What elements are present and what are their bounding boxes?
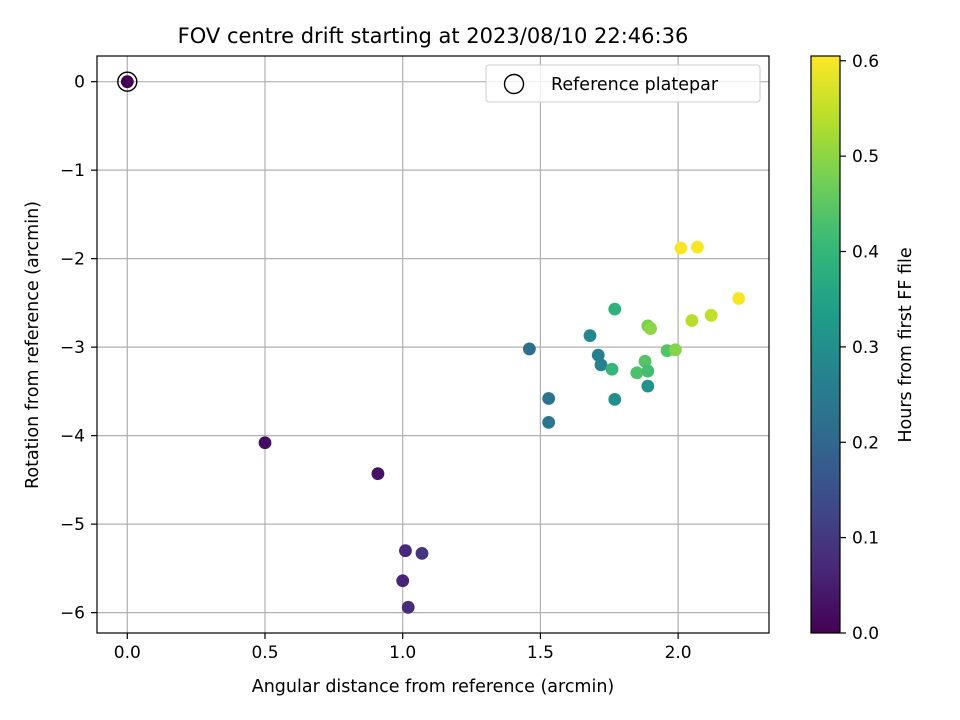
x-tick-label: 0.0 — [114, 643, 141, 663]
data-point — [732, 292, 746, 305]
x-tick-label: 1.5 — [527, 643, 554, 663]
data-point — [704, 308, 718, 322]
data-point — [594, 358, 608, 372]
x-tick-label: 0.5 — [251, 643, 278, 663]
colorbar-gradient — [811, 56, 840, 633]
legend: Reference platepar — [485, 64, 761, 103]
data-point — [396, 574, 410, 588]
data-points — [117, 71, 746, 614]
data-point — [608, 392, 622, 406]
plot-frame — [96, 55, 770, 634]
colorbar-tick-label: 0.4 — [852, 243, 879, 263]
data-point — [605, 362, 619, 376]
data-point — [542, 415, 556, 429]
x-axis-label: Angular distance from reference (arcmin) — [252, 677, 615, 697]
data-point — [685, 314, 699, 328]
y-tick-label: 0 — [74, 73, 85, 93]
data-point — [258, 436, 272, 450]
data-point — [638, 354, 652, 368]
y-axis-ticks: 0 −1 −2 −3 −4 −5 −6 — [60, 73, 97, 624]
grid-lines — [97, 56, 769, 633]
colorbar-ticks: 0.0 0.1 0.2 0.3 0.4 0.5 0.6 — [840, 52, 879, 644]
data-point — [542, 392, 556, 405]
data-point — [644, 322, 657, 335]
x-tick-label: 2.0 — [665, 643, 692, 663]
colorbar-frame — [810, 55, 841, 634]
data-point — [583, 329, 597, 343]
colorbar-tick-label: 0.6 — [852, 52, 879, 72]
plot-area — [97, 56, 769, 633]
data-point — [401, 600, 415, 614]
x-tick-label: 1.0 — [389, 643, 416, 663]
data-point — [690, 240, 704, 254]
data-point — [371, 467, 385, 481]
chart-title: FOV centre drift starting at 2023/08/10 … — [178, 24, 689, 48]
legend-label-reference: Reference platepar — [551, 75, 719, 95]
data-point — [522, 342, 536, 356]
data-point — [630, 366, 644, 380]
data-point — [641, 364, 655, 378]
y-tick-label: −5 — [60, 515, 85, 535]
colorbar-tick-label: 0.1 — [852, 529, 879, 549]
y-tick-label: −6 — [60, 604, 85, 624]
data-point — [415, 546, 429, 560]
data-point — [641, 379, 655, 393]
data-point — [674, 241, 688, 255]
reference-platepar-marker — [117, 71, 138, 92]
y-axis-label: Rotation from reference (arcmin) — [23, 201, 43, 489]
legend-box — [485, 64, 761, 103]
y-tick-label: −4 — [60, 427, 85, 447]
y-tick-label: −3 — [60, 338, 85, 358]
y-tick-label: −1 — [60, 161, 85, 181]
colorbar-label: Hours from first FF file — [896, 247, 916, 442]
colorbar-tick-label: 0.2 — [852, 433, 879, 453]
data-point — [591, 348, 605, 362]
data-point — [608, 302, 622, 316]
x-axis-ticks: 0.0 0.5 1.0 1.5 2.0 — [114, 633, 692, 663]
colorbar: 0.0 0.1 0.2 0.3 0.4 0.5 0.6 Hours from first F… — [810, 52, 916, 644]
colorbar-tick-label: 0.3 — [852, 338, 879, 358]
y-tick-label: −2 — [60, 250, 85, 270]
colorbar-tick-label: 0.5 — [852, 147, 879, 167]
colorbar-tick-label: 0.0 — [852, 624, 879, 644]
data-point — [668, 343, 682, 357]
legend-marker-reference — [503, 73, 525, 95]
data-point — [399, 544, 412, 558]
data-point — [120, 75, 134, 89]
